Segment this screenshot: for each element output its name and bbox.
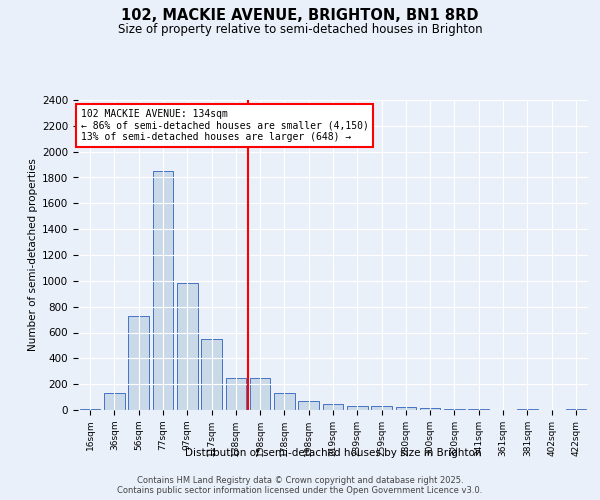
Bar xyxy=(80,408,100,410)
Bar xyxy=(298,401,319,410)
Text: 102 MACKIE AVENUE: 134sqm
← 86% of semi-detached houses are smaller (4,150)
13% : 102 MACKIE AVENUE: 134sqm ← 86% of semi-… xyxy=(80,110,368,142)
Text: Contains HM Land Registry data © Crown copyright and database right 2025.
Contai: Contains HM Land Registry data © Crown c… xyxy=(118,476,482,495)
Bar xyxy=(444,408,465,410)
Bar xyxy=(395,408,416,410)
Text: 102, MACKIE AVENUE, BRIGHTON, BN1 8RD: 102, MACKIE AVENUE, BRIGHTON, BN1 8RD xyxy=(121,8,479,22)
Text: Size of property relative to semi-detached houses in Brighton: Size of property relative to semi-detach… xyxy=(118,22,482,36)
Bar xyxy=(347,406,368,410)
Bar xyxy=(152,171,173,410)
Y-axis label: Number of semi-detached properties: Number of semi-detached properties xyxy=(28,158,38,352)
Bar xyxy=(226,378,246,410)
Bar xyxy=(323,404,343,410)
Bar xyxy=(177,284,197,410)
Bar xyxy=(250,378,271,410)
Bar xyxy=(201,339,222,410)
Bar xyxy=(371,406,392,410)
Bar xyxy=(104,393,125,410)
Bar xyxy=(128,316,149,410)
Bar xyxy=(420,408,440,410)
Bar xyxy=(274,393,295,410)
Text: Distribution of semi-detached houses by size in Brighton: Distribution of semi-detached houses by … xyxy=(185,448,481,458)
